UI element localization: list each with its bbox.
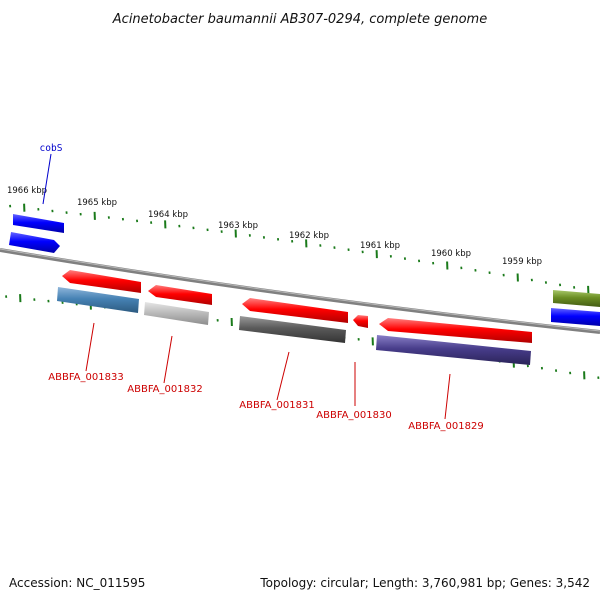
gene-label-abbfa-001830: ABBFA_001830	[316, 410, 391, 421]
kbp-label-1959: 1959 kbp	[502, 257, 542, 267]
genome-summary-text: Topology: circular; Length: 3,760,981 bp…	[259, 576, 590, 590]
gene-darkgray-001831[interactable]	[239, 316, 346, 343]
gene-slate-001829[interactable]	[376, 335, 531, 365]
gene-left-forward[interactable]	[9, 232, 60, 253]
leader-line-001833	[85, 322, 95, 372]
genome-backbone-highlight	[0, 248, 600, 332]
gene-cobs[interactable]	[13, 214, 64, 233]
gene-abbfa-001832[interactable]	[148, 285, 212, 305]
leader-line-001829	[444, 373, 451, 420]
gene-abbfa-001833[interactable]	[62, 270, 141, 293]
gene-olive-right[interactable]	[553, 290, 600, 307]
kbp-label-1964: 1964 kbp	[148, 210, 188, 220]
cobs-leader-line	[42, 153, 52, 205]
gene-label-abbfa-001831: ABBFA_001831	[239, 400, 314, 411]
kbp-label-1960: 1960 kbp	[431, 249, 471, 259]
kbp-label-1962: 1962 kbp	[289, 231, 329, 241]
gene-label-abbfa-001832: ABBFA_001832	[127, 384, 202, 395]
gene-abbfa-001830[interactable]	[353, 315, 368, 328]
map-title: Acinetobacter baumannii AB307-0294, comp…	[112, 12, 487, 27]
leader-line-001831	[276, 351, 290, 401]
genome-backbone	[0, 248, 600, 334]
tick-track-upper	[9, 203, 590, 294]
kbp-label-1966: 1966 kbp	[7, 186, 47, 196]
gene-label-abbfa-001833: ABBFA_001833	[48, 372, 123, 383]
gene-lightgray-001832[interactable]	[144, 302, 209, 325]
kbp-label-1965: 1965 kbp	[77, 198, 117, 208]
gene-label-cobs: cobS	[40, 143, 63, 154]
gene-blue-right[interactable]	[551, 308, 600, 326]
leader-line-001832	[163, 335, 173, 384]
gene-steelblue-001833[interactable]	[57, 287, 139, 313]
kbp-label-1963: 1963 kbp	[218, 221, 258, 231]
gene-abbfa-001829[interactable]	[379, 318, 532, 343]
kbp-label-1961: 1961 kbp	[360, 241, 400, 251]
gene-label-abbfa-001829: ABBFA_001829	[408, 421, 483, 432]
gene-abbfa-001831[interactable]	[242, 298, 348, 323]
accession-text: Accession: NC_011595	[9, 576, 145, 590]
